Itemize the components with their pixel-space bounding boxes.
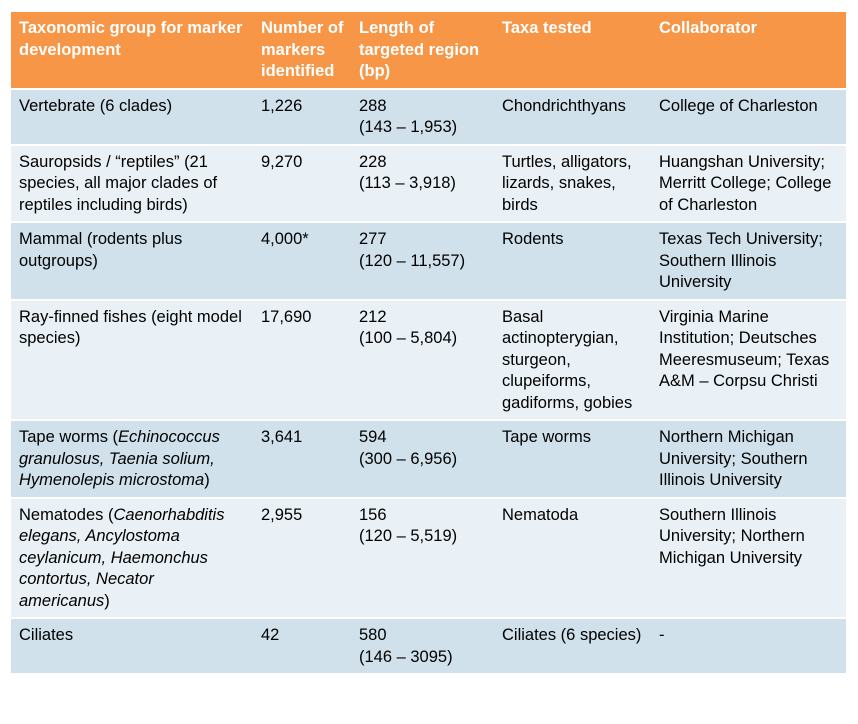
length-cell: 156 (120 – 5,519)	[351, 496, 494, 618]
markers-cell: 4,000*	[253, 221, 351, 300]
length-cell: 594 (300 – 6,956)	[351, 419, 494, 498]
table-row: Tape worms (Echinococcus granulosus, Tae…	[11, 419, 846, 498]
table-container: Taxonomic group for marker development N…	[11, 12, 846, 673]
group-species: Echinococcus granulosus, Taenia solium, …	[19, 428, 220, 489]
length-value: 580	[359, 626, 387, 644]
length-cell: 228 (113 – 3,918)	[351, 143, 494, 222]
group-cell: Mammal (rodents plus outgroups)	[11, 221, 253, 300]
taxa-cell: Chondrichthyans	[494, 87, 651, 145]
group-cell: Ray-finned fishes (eight model species)	[11, 298, 253, 420]
length-cell: 288 (143 – 1,953)	[351, 87, 494, 145]
length-value: 277	[359, 230, 387, 248]
header-collaborator: Collaborator	[651, 12, 846, 89]
table-row: Ray-finned fishes (eight model species) …	[11, 298, 846, 420]
group-cell: Vertebrate (6 clades)	[11, 87, 253, 145]
length-range: (146 – 3095)	[359, 647, 453, 666]
group-cell: Nematodes (Caenorhabditis elegans, Ancyl…	[11, 496, 253, 618]
header-taxa-tested: Taxa tested	[494, 12, 651, 89]
length-range: (120 – 11,557)	[359, 251, 466, 270]
header-row: Taxonomic group for marker development N…	[11, 12, 846, 89]
table-row: Vertebrate (6 clades) 1,226 288 (143 – 1,…	[11, 87, 846, 145]
taxa-cell: Basal actinopterygian, sturgeon, clupeif…	[494, 298, 651, 420]
group-suffix: )	[104, 591, 110, 610]
length-range: (300 – 6,956)	[359, 449, 458, 468]
table-row: Ciliates 42 580 (146 – 3095) Ciliates (6 …	[11, 617, 846, 673]
collaborator-cell: College of Charleston	[651, 87, 846, 145]
markers-cell: 17,690	[253, 298, 351, 420]
taxa-cell: Nematoda	[494, 496, 651, 618]
length-range: (100 – 5,804)	[359, 329, 458, 347]
taxa-cell: Ciliates (6 species)	[494, 617, 651, 673]
table-row: Sauropsids / “reptiles” (21 species, all…	[11, 143, 846, 222]
header-taxonomic-group: Taxonomic group for marker development	[11, 12, 253, 89]
length-range: (143 – 1,953)	[359, 118, 458, 136]
group-species: Caenorhabditis elegans, Ancylostoma ceyl…	[19, 505, 225, 610]
markers-cell: 3,641	[253, 419, 351, 498]
taxa-cell: Tape worms	[494, 419, 651, 498]
length-range: (120 – 5,519)	[359, 527, 458, 545]
table-row: Mammal (rodents plus outgroups) 4,000* 2…	[11, 221, 846, 300]
collaborator-cell: Northern Michigan University; Southern I…	[651, 419, 846, 498]
group-prefix: Tape worms (	[19, 428, 119, 446]
markers-cell: 9,270	[253, 143, 351, 222]
header-length: Length of targeted region (bp)	[351, 12, 494, 89]
header-number-of-markers: Number of markers identified	[253, 12, 351, 89]
length-cell: 212 (100 – 5,804)	[351, 298, 494, 420]
taxa-cell: Rodents	[494, 221, 651, 300]
markers-cell: 42	[253, 617, 351, 673]
collaborator-cell: Huangshan University; Merritt College; C…	[651, 143, 846, 222]
length-cell: 580 (146 – 3095)	[351, 617, 494, 673]
group-suffix: )	[204, 471, 210, 489]
marker-table: Taxonomic group for marker development N…	[11, 12, 846, 673]
collaborator-cell: -	[651, 617, 846, 673]
length-value: 594	[359, 428, 387, 446]
table-row: Nematodes (Caenorhabditis elegans, Ancyl…	[11, 496, 846, 618]
length-cell: 277 (120 – 11,557)	[351, 221, 494, 300]
markers-cell: 2,955	[253, 496, 351, 618]
length-value: 212	[359, 307, 387, 326]
length-value: 288	[359, 96, 387, 115]
collaborator-cell: Virginia Marine Institution; Deutsches M…	[651, 298, 846, 420]
markers-cell: 1,226	[253, 87, 351, 145]
group-cell: Sauropsids / “reptiles” (21 species, all…	[11, 143, 253, 222]
length-value: 228	[359, 152, 387, 171]
group-cell: Ciliates	[11, 617, 253, 673]
collaborator-cell: Texas Tech University; Southern Illinois…	[651, 221, 846, 300]
length-value: 156	[359, 505, 387, 524]
taxa-cell: Turtles, alligators, lizards, snakes, bi…	[494, 143, 651, 222]
collaborator-cell: Southern Illinois University; Northern M…	[651, 496, 846, 618]
group-cell: Tape worms (Echinococcus granulosus, Tae…	[11, 419, 253, 498]
group-prefix: Nematodes (	[19, 505, 114, 524]
length-range: (113 – 3,918)	[359, 174, 456, 192]
